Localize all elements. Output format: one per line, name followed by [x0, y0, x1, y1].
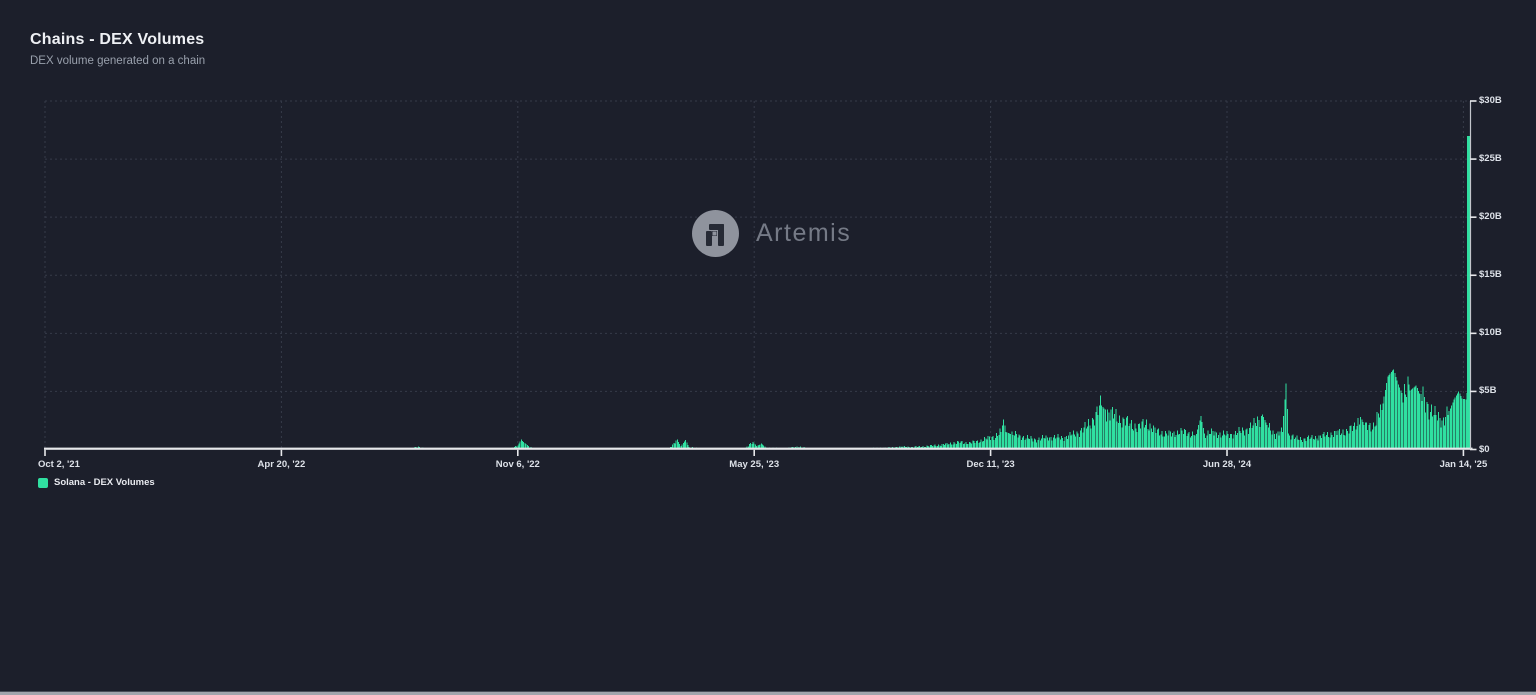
bottom-scrollbar[interactable] — [0, 691, 1536, 695]
x-axis-line — [44, 447, 1473, 450]
legend-item-solana[interactable]: Solana - DEX Volumes — [38, 477, 155, 488]
x-tick-label: Apr 20, '22 — [257, 459, 306, 470]
y-tick-label: $30B — [1479, 95, 1502, 106]
chart-area: Oct 2, '21 Apr 20, '22 Nov 6, '22 May 25, '… — [0, 0, 1536, 560]
x-tick-label: Oct 2, '21 — [38, 459, 80, 470]
y-tick-label: $0 — [1479, 443, 1490, 455]
x-tick-label: Jan 14, '25 — [1439, 459, 1488, 470]
axis-ticks — [44, 100, 1477, 456]
gridlines — [44, 100, 1471, 450]
y-tick-label: $5B — [1479, 385, 1497, 397]
y-tick-label: $25B — [1479, 153, 1502, 165]
x-tick-label: Jun 28, '24 — [1202, 459, 1252, 470]
y-tick-label: $20B — [1479, 211, 1502, 223]
y-tick-label: $15B — [1479, 269, 1502, 281]
y-tick-label: $10B — [1479, 327, 1502, 339]
x-tick-label: Dec 11, '23 — [966, 459, 1015, 470]
page-title: Chains - DEX Volumes — [30, 31, 205, 48]
legend-swatch-icon — [38, 477, 48, 488]
x-tick-label: May 25, '23 — [729, 459, 780, 470]
x-tick-label: Nov 6, '22 — [495, 459, 540, 470]
page-subtitle: DEX volume generated on a chain — [30, 55, 206, 67]
solana-dex-volume-bars[interactable] — [45, 135, 1471, 450]
legend-label: Solana - DEX Volumes — [54, 477, 155, 488]
chart-header: Chains - DEX Volumes DEX volume generate… — [30, 31, 205, 67]
dex-volume-bar-chart[interactable] — [0, 0, 1536, 560]
